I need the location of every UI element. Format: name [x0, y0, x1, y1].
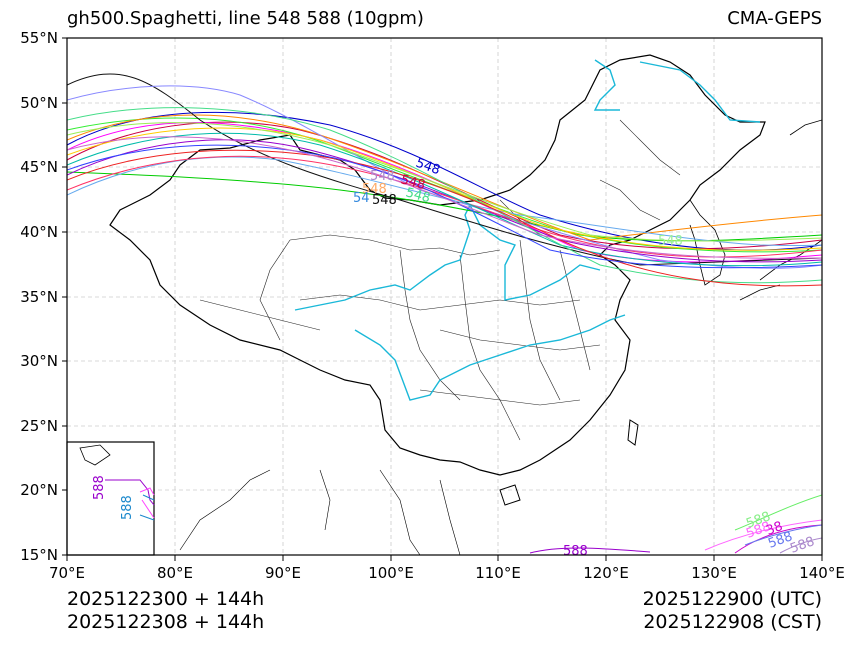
svg-text:40°N: 40°N: [20, 223, 58, 241]
svg-text:55°N: 55°N: [20, 29, 58, 47]
svg-text:588: 588: [92, 475, 107, 500]
hainan-coast: [499, 484, 521, 506]
svg-text:588: 588: [788, 534, 816, 557]
inset-south-china-sea: 588 588: [66, 441, 155, 556]
contour-labels-588: 588 588 588 38 588 588: [563, 509, 817, 559]
svg-text:38: 38: [764, 519, 785, 539]
svg-text:548: 548: [372, 193, 397, 208]
svg-text:120°E: 120°E: [583, 564, 629, 582]
rivers: [294, 59, 761, 401]
init-utc: 2025122300 + 144h: [67, 588, 265, 610]
svg-text:30°N: 30°N: [20, 352, 58, 370]
valid-cst: 2025122908 (CST): [643, 611, 822, 633]
svg-text:548: 548: [658, 234, 683, 249]
valid-utc: 2025122900 (UTC): [642, 588, 822, 610]
svg-text:25°N: 25°N: [20, 417, 58, 435]
svg-text:54: 54: [353, 191, 370, 206]
svg-text:50°N: 50°N: [20, 94, 58, 112]
chart-title: gh500.Spaghetti, line 548 588 (10gpm): [67, 8, 424, 29]
province-borders: [199, 119, 681, 441]
svg-text:130°E: 130°E: [691, 564, 737, 582]
svg-text:80°E: 80°E: [157, 564, 193, 582]
init-time: 2025122300 + 144h 2025122308 + 144h: [67, 588, 264, 634]
svg-text:15°N: 15°N: [20, 546, 58, 564]
lon-axis: 70°E 80°E 90°E 100°E 110°E 120°E 130°E 1…: [49, 564, 845, 582]
neighbor-borders: [179, 469, 461, 555]
svg-text:110°E: 110°E: [475, 564, 521, 582]
lat-axis: 55°N 50°N 45°N 40°N 35°N 30°N 25°N 20°N …: [20, 29, 58, 564]
svg-text:548: 548: [362, 182, 387, 197]
init-cst: 2025122308 + 144h: [67, 611, 265, 633]
svg-text:90°E: 90°E: [265, 564, 301, 582]
svg-text:588: 588: [563, 544, 588, 559]
svg-text:548: 548: [399, 172, 427, 193]
korea-coast: [689, 199, 726, 286]
svg-text:20°N: 20°N: [20, 481, 58, 499]
svg-text:548: 548: [404, 185, 432, 206]
japan-coast: [739, 119, 822, 301]
contours-548: [67, 73, 822, 287]
model-name: CMA-GEPS: [727, 8, 822, 29]
svg-text:140°E: 140°E: [799, 564, 845, 582]
valid-time: 2025122900 (UTC) 2025122908 (CST): [643, 588, 822, 634]
gridlines: [67, 38, 822, 555]
taiwan-coast: [627, 419, 639, 446]
contour-labels-548: 548 548 548 548 548 548 54 548: [353, 156, 683, 249]
china-border: [109, 54, 766, 476]
contours-588: [529, 494, 822, 554]
svg-text:548: 548: [370, 169, 395, 184]
svg-text:588: 588: [120, 495, 135, 520]
svg-text:45°N: 45°N: [20, 158, 58, 176]
svg-text:35°N: 35°N: [20, 288, 58, 306]
svg-text:100°E: 100°E: [368, 564, 414, 582]
svg-text:70°E: 70°E: [49, 564, 85, 582]
